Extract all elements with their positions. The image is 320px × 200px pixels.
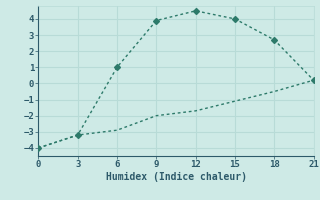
X-axis label: Humidex (Indice chaleur): Humidex (Indice chaleur) [106, 172, 246, 182]
